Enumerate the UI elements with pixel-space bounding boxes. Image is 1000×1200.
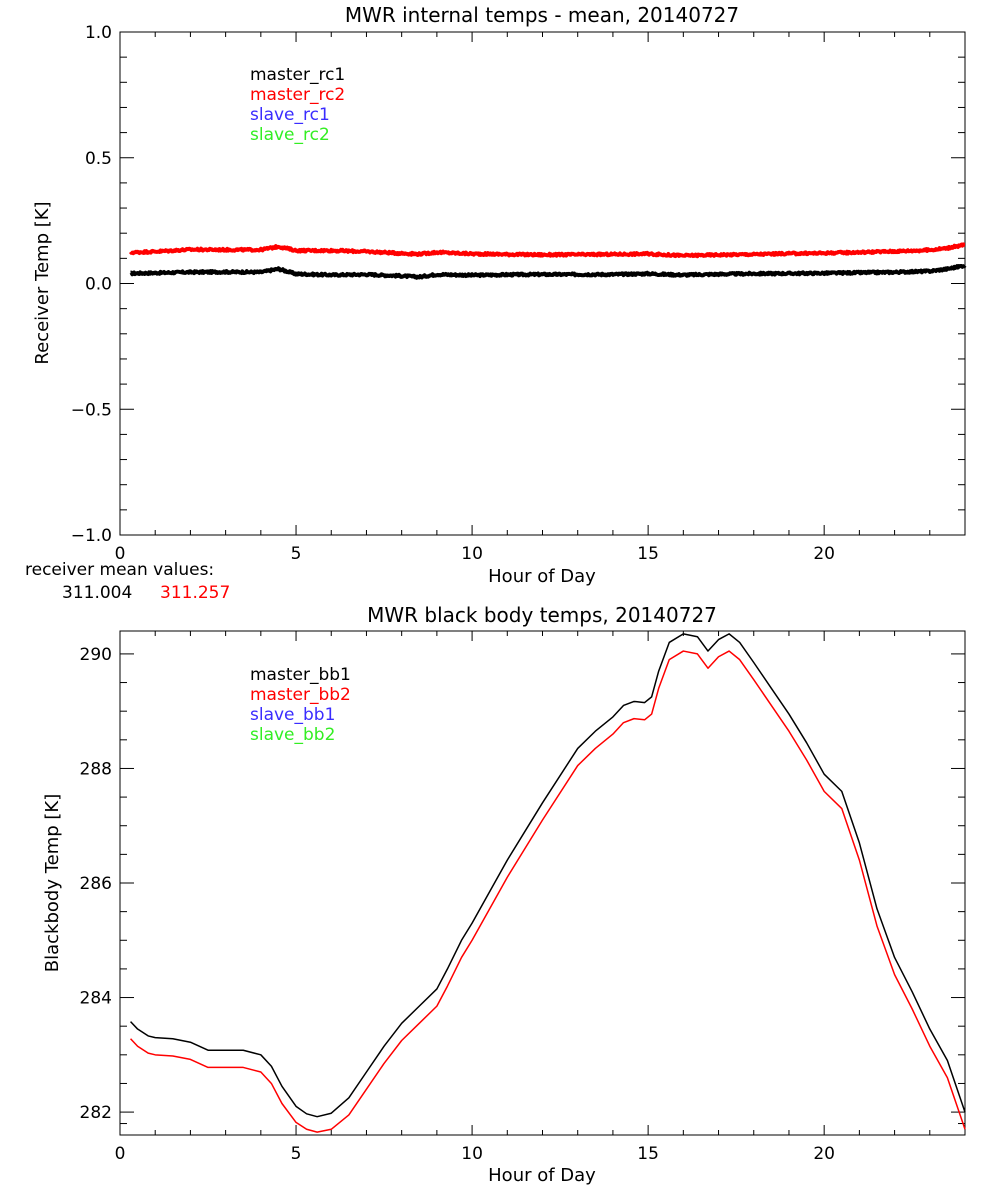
y-tick-label: 286 [80,874,112,894]
series-line-master_rc1 [129,263,967,280]
y-tick-label: 0.5 [85,149,112,169]
x-tick-label: 10 [461,1144,483,1164]
y-tick-label: 1.0 [85,23,112,43]
x-tick-label: 5 [291,1144,302,1164]
x-tick-label: 0 [115,1144,126,1164]
y-axis-label: Blackbody Temp [K] [42,794,63,972]
receiver-mean-label: receiver mean values: [25,560,214,580]
receiver-mean-value-2: 311.257 [160,583,230,603]
chart-title: MWR internal temps - mean, 20140727 [345,3,739,27]
legend-entry: slave_rc2 [250,125,330,145]
x-tick-label: 15 [637,1144,659,1164]
y-tick-label: 288 [80,759,112,779]
receiver-temp-chart: MWR internal temps - mean, 20140727 0 5 10… [32,3,967,587]
y-axis-label: Receiver Temp [K] [32,201,53,364]
legend-entry: slave_bb1 [250,705,335,725]
plot-frame [119,630,966,1136]
series-group [130,633,966,1133]
legend-entry: slave_bb2 [250,725,335,745]
x-tick-label: 5 [291,544,302,564]
legend-entry: master_rc2 [250,85,345,105]
x-tick-label: 20 [813,544,835,564]
blackbody-temp-chart: MWR black body temps, 20140727 0 5 10 15 20 2… [42,603,966,1186]
legend-entry: slave_rc1 [250,105,330,125]
y-tick-label: −1.0 [71,526,112,546]
x-tick-label: 20 [813,1144,835,1164]
x-tick-label: 0 [115,544,126,564]
series-line-master_rc2 [128,242,967,259]
series-group [128,242,967,280]
receiver-mean-value-1: 311.004 [62,583,132,603]
y-tick-label: 0.0 [85,275,112,295]
x-axis-label: Hour of Day [488,1165,596,1186]
y-tick-label: 284 [80,989,112,1009]
y-tick-label: −0.5 [71,400,112,420]
series-line-master_bb1 [130,633,966,1118]
receiver-mean-note: receiver mean values: 311.004 311.257 [25,560,230,603]
legend-entry: master_rc1 [250,65,345,85]
y-tick-label: 290 [80,645,112,665]
x-axis-label: Hour of Day [488,566,596,587]
chart-title: MWR black body temps, 20140727 [367,603,717,627]
x-tick-label: 10 [461,544,483,564]
axis-ticks: 0 5 10 15 20 282 284 286 288 290 [80,630,965,1164]
plot-frame [119,31,966,536]
legend-entry: master_bb1 [250,665,351,685]
x-tick-label: 15 [637,544,659,564]
legend-entry: master_bb2 [250,685,351,705]
series-line-master_bb2 [130,650,966,1133]
y-tick-label: 282 [80,1103,112,1123]
axis-ticks: 0 5 10 15 20 −1.0 −0.5 0.0 0.5 1.0 [71,23,965,564]
